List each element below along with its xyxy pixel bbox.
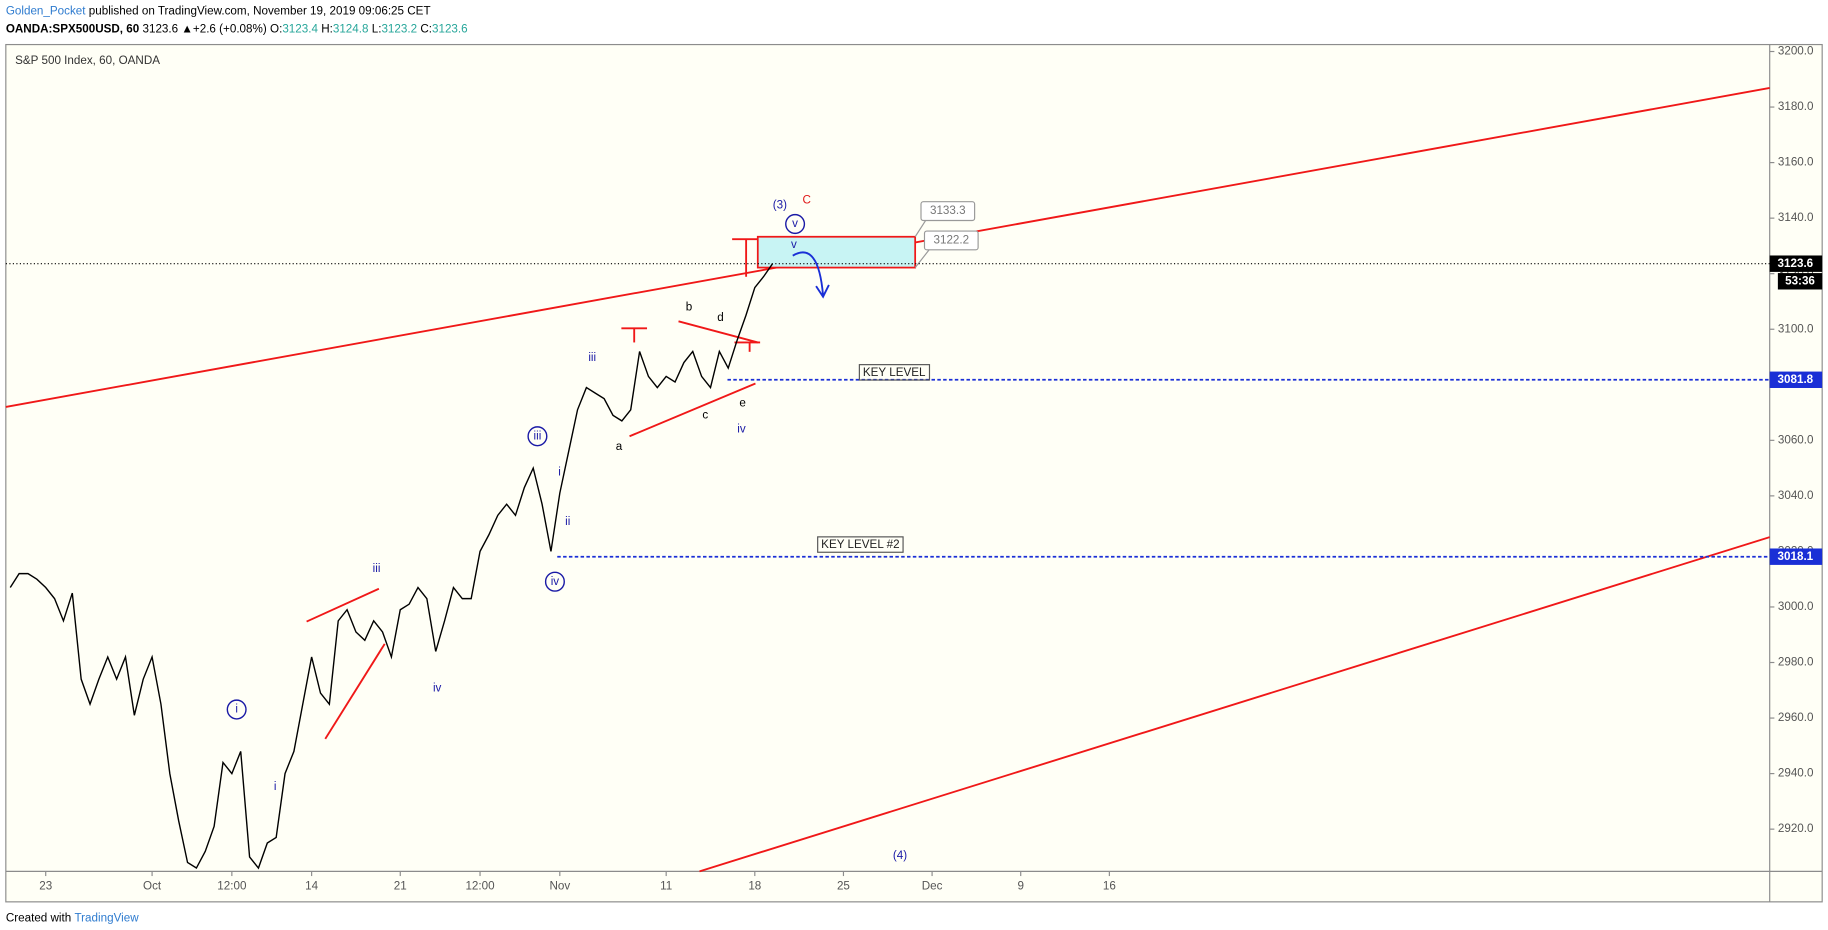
change-icon: ▲ [181,22,193,35]
wave-label: a [616,440,623,453]
wave-circle [544,571,565,592]
wave-label: v [792,217,798,230]
callout-pointer [914,220,927,238]
ohlc-label: L: [372,22,382,35]
key-level-name: KEY LEVEL #2 [821,538,899,551]
x-tick-label: 18 [748,880,761,893]
target-zone [756,235,917,269]
y-tick-label: 3160.0 [1778,156,1814,169]
projection-arrow [792,251,830,299]
axis-price-box [1769,548,1823,565]
plot-area: 2920.02940.02960.02980.03000.03020.03040… [5,45,1823,893]
x-tick-label: 12:00 [465,880,495,893]
wave-label: C [803,194,811,207]
brand[interactable]: TradingView [74,911,139,924]
author[interactable]: Golden_Pocket [6,5,86,18]
axis-price-box [1769,255,1823,272]
key-level-box [858,364,931,381]
trend-line [629,382,756,438]
y-tick-label: 2960.0 [1778,711,1814,724]
change: +2.6 (+0.08%) [193,22,267,35]
last: 3123.6 [142,22,178,35]
price-line [9,263,774,870]
callout-box [920,201,976,222]
y-tick-label: 3060.0 [1778,433,1814,446]
wave-label: d [717,311,723,324]
wave-label: c [702,408,708,421]
symbol: OANDA:SPX500USD, 60 [6,22,140,35]
chart-frame [5,43,1823,903]
x-tick-label: 23 [39,880,52,893]
wave-label: e [739,397,745,410]
x-tick-label: 14 [305,880,318,893]
callout-label: 3122.2 [933,233,969,246]
x-tick-label: 25 [837,880,850,893]
axis-price-label: 3081.8 [1778,373,1814,386]
trend-line [306,587,380,623]
x-tick-label: 21 [394,880,407,893]
y-tick-label: 2920.0 [1778,822,1814,835]
x-tick-label: Dec [922,880,943,893]
created-with: Created with [6,911,71,924]
wave-label: v [791,238,797,251]
x-tick-label: Oct [143,880,162,893]
wave-label: i [274,780,277,793]
ohlc-label: O: [270,22,282,35]
y-tick-label: 3040.0 [1778,489,1814,502]
wave-label: iv [433,681,442,694]
wave-circle [226,699,247,720]
wave-label: b [686,300,693,313]
wave-label: i [558,466,561,479]
trend-line [324,643,386,740]
y-tick-label: 3180.0 [1778,100,1814,113]
callout-pointer [914,249,930,268]
y-tick-label: 3100.0 [1778,322,1814,335]
footer: Created with TradingView [6,911,139,924]
wave-circle [527,426,548,447]
wave-label: iii [588,351,596,364]
symbol-line: OANDA:SPX500USD, 60 3123.6 ▲+2.6 (+0.08%… [6,22,468,35]
wave-label: (4) [893,849,907,862]
chart-title: S&P 500 Index, 60, OANDA [15,54,160,67]
wave-label: iii [534,429,542,442]
wave-label: iv [551,575,560,588]
axis-price-label: 3123.6 [1778,257,1814,270]
trend-line [678,320,759,344]
x-tick-label: 12:00 [217,880,247,893]
trend-line [699,536,1770,873]
x-tick-label: 16 [1103,880,1116,893]
axis-price-box [1769,371,1823,388]
wave-circle [785,213,806,235]
key-level-name: KEY LEVEL [863,366,926,379]
wave-label: i [235,703,238,716]
x-tick-label: Nov [549,880,570,893]
ohlc-value: 3123.6 [432,22,468,35]
key-level-box [817,536,904,553]
y-tick-label: 2980.0 [1778,656,1814,669]
y-tick-label: 3140.0 [1778,211,1814,224]
ohlc-label: C: [420,22,432,35]
header-line: Golden_Pocket published on TradingView.c… [6,5,431,18]
ohlc-value: 3123.4 [282,22,318,35]
ohlc-value: 3123.2 [381,22,417,35]
callout-label: 3133.3 [930,204,966,217]
y-tick-label: 2940.0 [1778,767,1814,780]
wave-label: iii [373,562,381,575]
ohlc-label: H: [321,22,333,35]
x-tick-label: 9 [1017,880,1023,893]
ohlc-value: 3124.8 [333,22,369,35]
wave-label: (3) [773,198,787,211]
countdown: 53:36 [1785,274,1815,287]
x-tick-label: 11 [660,880,672,893]
y-tick-label: 3000.0 [1778,600,1814,613]
axis-price-label: 3018.1 [1778,550,1814,563]
wave-label: ii [565,515,570,528]
wave-label: iv [737,422,746,435]
countdown-box [1777,273,1823,290]
published: published on TradingView.com, November 1… [89,5,431,18]
callout-box [923,230,979,251]
y-tick-label: 3200.0 [1778,45,1814,58]
